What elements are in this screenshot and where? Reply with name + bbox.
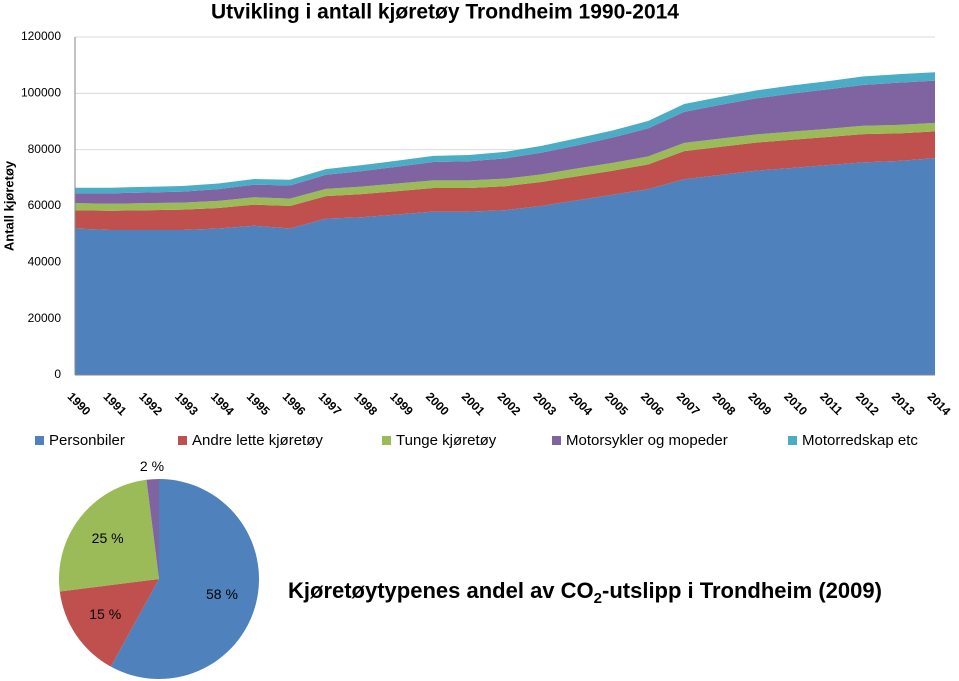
pie-label: 15 % (89, 606, 121, 622)
x-tick-label: 2013 (889, 389, 918, 418)
pie-label: 25 % (92, 530, 124, 546)
x-tick-label: 2005 (602, 389, 631, 418)
area (75, 72, 935, 194)
area (75, 122, 935, 211)
legend-label: Personbiler (49, 432, 125, 449)
y-tick-label: 20000 (28, 311, 62, 325)
area (75, 131, 935, 230)
y-tick-label: 0 (54, 367, 61, 381)
y-tick-label: 60000 (28, 198, 62, 212)
legend-label: Motorsykler og mopeder (566, 432, 728, 449)
pie-label: 58 % (206, 586, 238, 602)
x-tick-label: 2004 (566, 389, 595, 418)
x-tick-label: 2011 (817, 389, 846, 418)
legend-label: Tunge kjøretøy (396, 432, 497, 449)
x-tick-label: 1995 (244, 389, 273, 418)
pie-title-part: -utslipp i Trondheim (2009) (602, 578, 882, 603)
pie-title: Kjøretøytypenes andel av CO2-utslipp i T… (288, 578, 882, 607)
area (75, 80, 935, 204)
x-tick-label: 2009 (745, 389, 774, 418)
x-tick-label: 2008 (710, 389, 739, 418)
legend-swatch (788, 436, 797, 445)
chart-title: Utvikling i antall kjøretøy Trondheim 19… (211, 1, 679, 24)
x-tick-label: 1992 (136, 389, 165, 418)
pie-slice (58, 479, 159, 592)
legend-swatch (382, 436, 391, 445)
pie-slice (146, 479, 159, 579)
pie-slice (110, 479, 260, 679)
x-tick-label: 2010 (781, 389, 810, 418)
y-tick-label: 120000 (21, 29, 61, 43)
pie-title-sub: 2 (594, 590, 602, 607)
x-tick-label: 1999 (387, 389, 416, 418)
x-tick-label: 2014 (925, 389, 954, 418)
legend-swatch (178, 436, 187, 445)
x-tick-label: 1994 (208, 389, 237, 418)
x-tick-label: 1997 (315, 389, 344, 418)
x-tick-label: 1991 (100, 389, 129, 418)
legend-label: Andre lette kjøretøy (192, 432, 323, 449)
x-tick-label: 2006 (638, 389, 667, 418)
y-tick-label: 40000 (28, 255, 62, 269)
pie-title-part: Kjøretøytypenes andel av CO (288, 578, 594, 603)
x-tick-label: 1998 (351, 389, 380, 418)
x-tick-label: 2003 (530, 389, 559, 418)
x-tick-label: 2012 (853, 389, 882, 418)
x-tick-label: 1996 (280, 389, 309, 418)
legend-swatch (35, 436, 44, 445)
x-tick-label: 1990 (65, 389, 94, 418)
legend-swatch (552, 436, 561, 445)
y-axis-label: Antall kjøretøy (1, 160, 16, 251)
area (75, 158, 935, 375)
x-tick-label: 1993 (172, 389, 201, 418)
y-tick-label: 80000 (28, 142, 62, 156)
legend-label: Motorredskap etc (802, 432, 918, 449)
pie-slice (59, 579, 159, 667)
y-tick-label: 100000 (21, 86, 61, 100)
x-tick-label: 2000 (423, 389, 452, 418)
x-tick-label: 2001 (459, 389, 488, 418)
x-tick-label: 2002 (495, 389, 524, 418)
pie-label: 2 % (140, 458, 164, 474)
x-tick-label: 2007 (674, 389, 703, 418)
